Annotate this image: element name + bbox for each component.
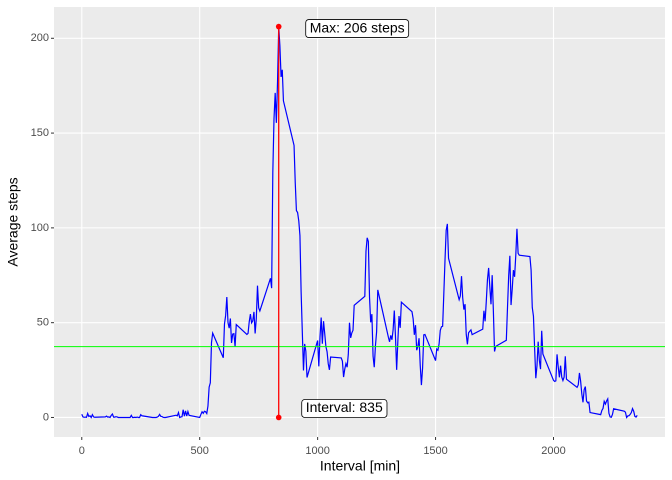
x-tick-label: 0 [79,445,85,457]
annotation-text: Max: 206 steps [310,19,405,35]
annotation-box [301,399,388,418]
y-axis-title: Average steps [5,177,21,266]
x-axis-title: Interval [min] [320,458,400,474]
panel [54,7,665,437]
y-tick-label: 150 [31,127,49,139]
x-tick-label: 500 [191,445,209,457]
annotation-box [305,19,410,38]
y-tick-label: 0 [43,411,49,423]
data-line [81,26,638,419]
annotation-text: Interval: 835 [306,399,383,415]
annotation: Interval: 835 [301,399,388,418]
x-tick-label: 1000 [305,445,329,457]
annotation: Max: 206 steps [305,19,410,38]
max-point [275,23,282,30]
y-tick-label: 200 [31,32,49,44]
y-tick-label: 50 [37,317,49,329]
max-interval-point [275,414,282,421]
x-tick-label: 1500 [423,445,447,457]
y-tick-label: 100 [31,222,49,234]
x-tick-label: 2000 [541,445,565,457]
